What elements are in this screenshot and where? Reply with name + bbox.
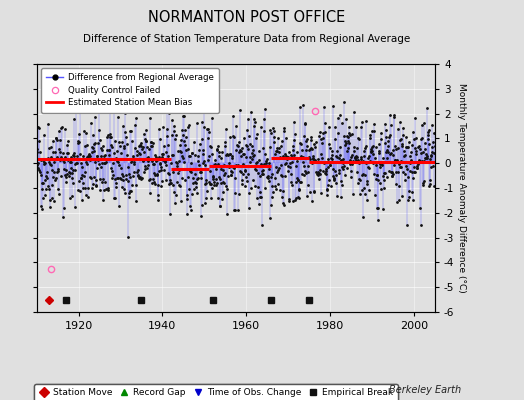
Legend: Station Move, Record Gap, Time of Obs. Change, Empirical Break: Station Move, Record Gap, Time of Obs. C…	[34, 384, 398, 400]
Text: NORMANTON POST OFFICE: NORMANTON POST OFFICE	[148, 10, 345, 25]
Text: Difference of Station Temperature Data from Regional Average: Difference of Station Temperature Data f…	[83, 34, 410, 44]
Y-axis label: Monthly Temperature Anomaly Difference (°C): Monthly Temperature Anomaly Difference (…	[457, 83, 466, 293]
Text: Berkeley Earth: Berkeley Earth	[389, 385, 461, 395]
